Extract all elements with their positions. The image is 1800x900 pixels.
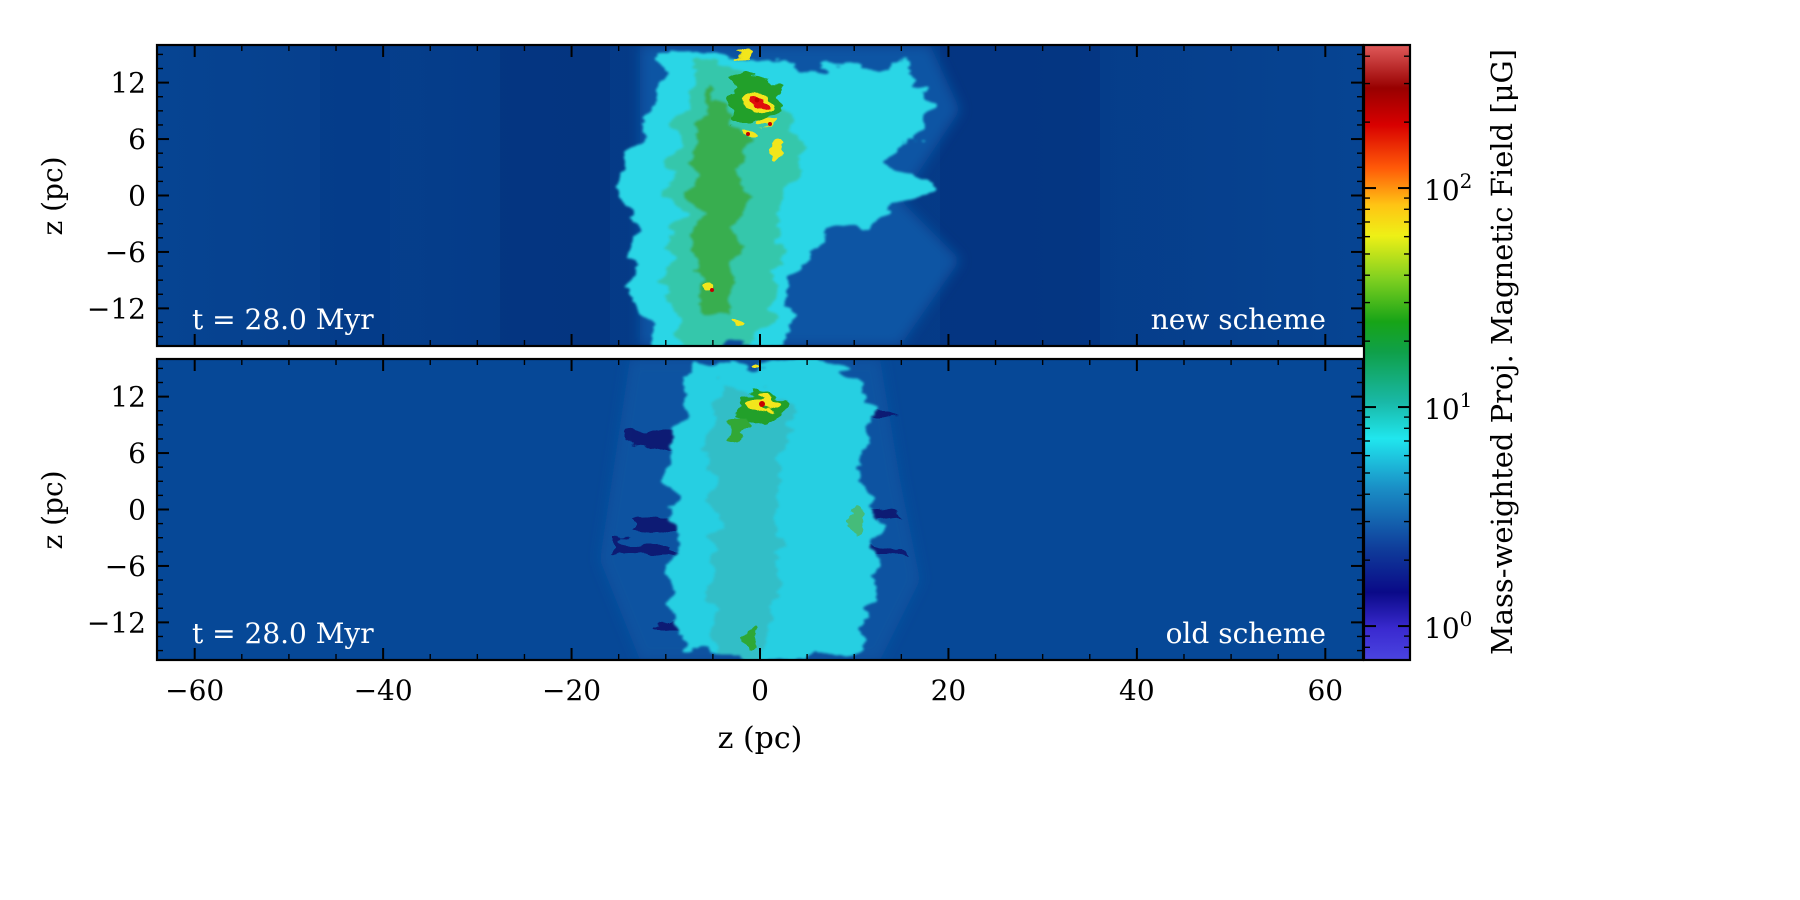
y-tick-label: 0	[128, 494, 146, 527]
heatmap-new-scheme	[157, 45, 1363, 346]
x-tick-label: 40	[1119, 674, 1155, 707]
colorbar-frame	[1362, 43, 1412, 662]
panel-label-old: old scheme	[1166, 617, 1326, 650]
x-tick-labels: −60 −40 −20 0 20 40 60	[165, 674, 1343, 707]
y-tick-label: −12	[87, 606, 146, 639]
heatmap-old-scheme	[157, 359, 1363, 660]
x-tick-label: 20	[931, 674, 967, 707]
y-tick-label: 12	[110, 381, 146, 414]
y-tick-label: 12	[110, 67, 146, 100]
y-tick-label: −12	[87, 292, 146, 325]
x-tick-label: −20	[542, 674, 601, 707]
y-tick-label: 6	[128, 437, 146, 470]
colorbar-label: Mass-weighted Proj. Magnetic Field [μG]	[1485, 49, 1519, 655]
time-label-old: t = 28.0 Myr	[192, 617, 374, 650]
y-tick-label: −6	[105, 550, 146, 583]
y-tick-label: 0	[128, 180, 146, 213]
colorbar: 100 101 102 Mass-weighted Proj. Magnetic F…	[1362, 43, 1519, 662]
x-tick-label: −40	[354, 674, 413, 707]
panel-new-scheme: −12 −6 0 6 12 t = 28.0 Myr new scheme z (pc)	[36, 43, 1365, 348]
colorbar-tick-label: 101	[1424, 388, 1472, 426]
x-tick-label: 60	[1307, 674, 1343, 707]
y-axis-label-bottom: z (pc)	[36, 470, 69, 549]
colorbar-ticks: 100 101 102	[1364, 55, 1472, 661]
y-tick-label: −6	[105, 236, 146, 269]
x-tick-label: 0	[751, 674, 769, 707]
x-ticks-bottom-panel	[193, 359, 1327, 660]
y-ticks-top-panel: −12 −6 0 6 12	[87, 53, 1363, 338]
colorbar-tick-label: 102	[1424, 169, 1472, 207]
y-tick-label: 6	[128, 123, 146, 156]
x-ticks-top-panel	[193, 45, 1327, 346]
y-ticks-bottom-panel: −12 −6 0 6 12	[87, 367, 1363, 652]
time-label-new: t = 28.0 Myr	[192, 303, 374, 336]
colorbar-gradient	[1364, 45, 1410, 660]
x-axis-label: z (pc)	[718, 721, 803, 756]
colorbar-tick-label: 100	[1424, 607, 1472, 645]
x-tick-label: −60	[165, 674, 224, 707]
panel-label-new: new scheme	[1151, 303, 1326, 336]
y-axis-label-top: z (pc)	[36, 156, 69, 235]
